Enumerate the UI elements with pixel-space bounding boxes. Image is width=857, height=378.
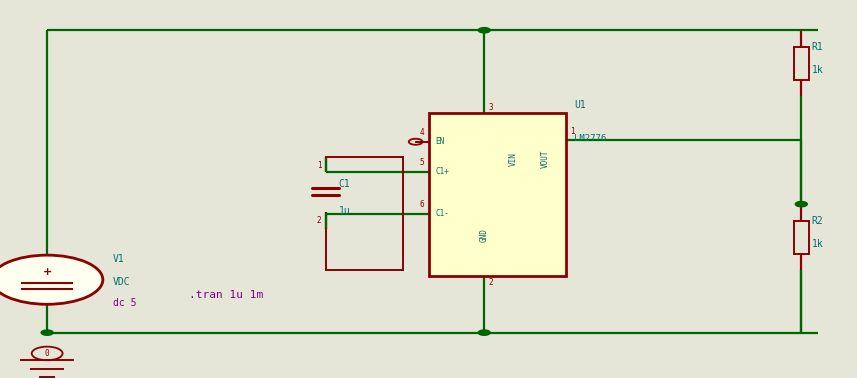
Text: 1: 1 bbox=[570, 127, 574, 136]
Text: dc 5: dc 5 bbox=[113, 298, 136, 308]
Bar bbox=[428, 113, 566, 276]
Text: 2: 2 bbox=[488, 278, 493, 287]
Circle shape bbox=[795, 201, 807, 207]
Circle shape bbox=[0, 255, 103, 304]
Text: V1: V1 bbox=[113, 254, 125, 264]
Text: 6: 6 bbox=[420, 200, 424, 209]
Text: R1: R1 bbox=[812, 42, 824, 52]
Text: 2: 2 bbox=[317, 216, 321, 225]
Bar bbox=[794, 47, 809, 80]
Text: 0: 0 bbox=[45, 349, 50, 358]
Text: EN: EN bbox=[435, 137, 445, 146]
Text: +: + bbox=[43, 267, 51, 277]
Text: GND: GND bbox=[480, 228, 488, 242]
Text: U1: U1 bbox=[574, 100, 586, 110]
Circle shape bbox=[478, 330, 490, 335]
Text: .tran 1u 1m: .tran 1u 1m bbox=[189, 290, 263, 300]
Text: 4: 4 bbox=[420, 128, 424, 137]
Text: 1k: 1k bbox=[812, 65, 824, 75]
Circle shape bbox=[41, 330, 53, 335]
Bar bbox=[794, 221, 809, 254]
Text: LM2776: LM2776 bbox=[574, 134, 607, 143]
Text: 5: 5 bbox=[420, 158, 424, 167]
Text: C1-: C1- bbox=[435, 209, 449, 218]
Text: VDC: VDC bbox=[113, 277, 131, 287]
Text: R2: R2 bbox=[812, 216, 824, 226]
Text: VOUT: VOUT bbox=[541, 150, 549, 168]
Text: C1: C1 bbox=[339, 179, 351, 189]
Text: VIN: VIN bbox=[509, 152, 518, 166]
Text: C1+: C1+ bbox=[435, 167, 449, 177]
Text: 1: 1 bbox=[317, 161, 321, 170]
Text: 3: 3 bbox=[488, 102, 493, 112]
Circle shape bbox=[478, 28, 490, 33]
Text: 1u: 1u bbox=[339, 206, 351, 216]
Text: 1k: 1k bbox=[812, 239, 824, 249]
